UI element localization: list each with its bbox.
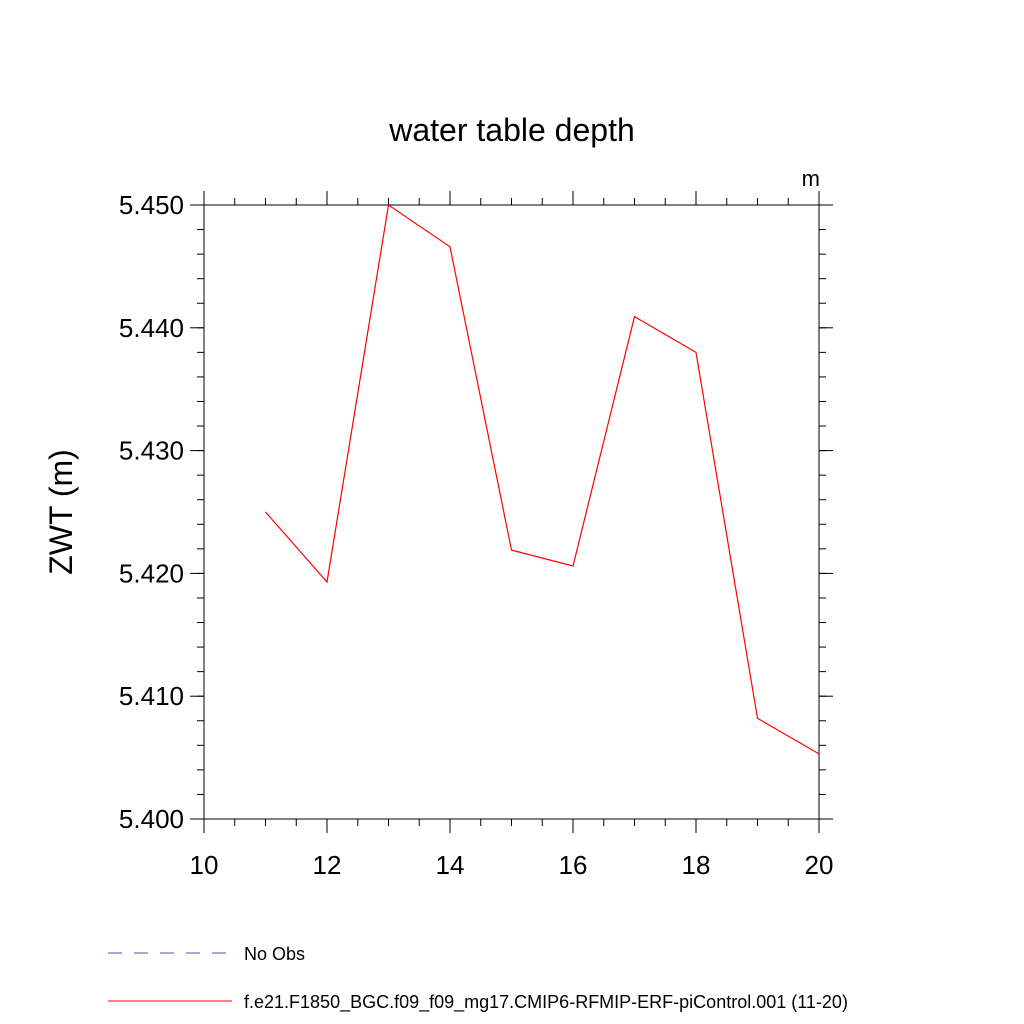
legend: No Obs f.e21.F1850_BGC.f09_f09_mg17.CMIP6…: [108, 944, 848, 1013]
x-tick-label: 18: [682, 850, 711, 880]
y-tick-label: 5.410: [119, 681, 184, 711]
y-tick-label: 5.400: [119, 804, 184, 834]
axis-ticks: [190, 191, 833, 833]
plot-frame: [203, 204, 820, 820]
x-tick-label: 20: [805, 850, 834, 880]
axis-tick-labels: 5.400 5.410 5.420 5.430 5.440 5.450 10 12 14 16 18…: [119, 190, 834, 880]
y-tick-label: 5.440: [119, 313, 184, 343]
x-tick-label: 10: [190, 850, 219, 880]
y-axis-label: ZWT (m): [43, 449, 79, 575]
legend-label: f.e21.F1850_BGC.f09_f09_mg17.CMIP6-RFMIP…: [244, 992, 848, 1013]
x-tick-label: 14: [436, 850, 465, 880]
y-tick-label: 5.420: [119, 558, 184, 588]
legend-label: No Obs: [244, 944, 305, 964]
series-layer: [265, 203, 820, 755]
series-line: [265, 203, 820, 755]
y-tick-label: 5.450: [119, 190, 184, 220]
x-tick-label: 16: [559, 850, 588, 880]
y-tick-label: 5.430: [119, 436, 184, 466]
x-tick-label: 12: [313, 850, 342, 880]
units-label: m: [802, 166, 820, 191]
chart-title: water table depth: [388, 112, 635, 148]
